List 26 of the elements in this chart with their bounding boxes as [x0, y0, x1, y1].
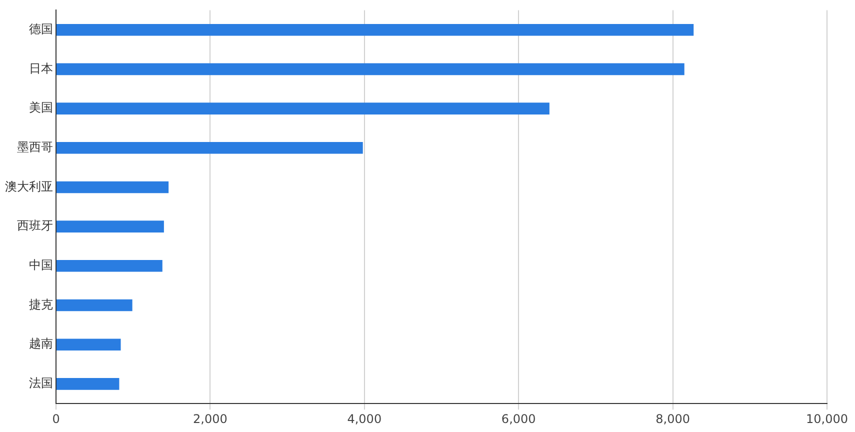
x-tick-label: 4,000 [347, 412, 382, 426]
bar [56, 102, 550, 114]
bar [56, 299, 132, 312]
bar [56, 24, 694, 36]
x-tick-label: 10,000 [806, 412, 848, 426]
bar [56, 378, 120, 390]
x-tick-label: 8,000 [656, 412, 690, 426]
y-tick-label: 美国 [29, 100, 53, 115]
x-tick-label: 2,000 [193, 412, 228, 426]
y-tick-label: 法国 [29, 376, 53, 390]
bar [56, 142, 363, 154]
y-tick-label: 澳大利亚 [5, 179, 53, 194]
y-tick-label: 墨西哥 [17, 140, 53, 154]
y-tick-label: 捷克 [29, 297, 53, 312]
y-tick-label: 中国 [29, 258, 53, 272]
bar [56, 181, 169, 194]
y-tick-label: 德国 [29, 22, 53, 36]
y-tick-label: 日本 [29, 61, 53, 76]
bar [56, 338, 121, 350]
y-tick-label: 西班牙 [17, 218, 53, 233]
bar [56, 63, 684, 76]
bar [56, 220, 164, 232]
x-tick-label: 0 [52, 412, 60, 426]
x-tick-label: 6,000 [501, 412, 536, 426]
y-tick-label: 越南 [29, 336, 53, 351]
bar [56, 260, 162, 272]
